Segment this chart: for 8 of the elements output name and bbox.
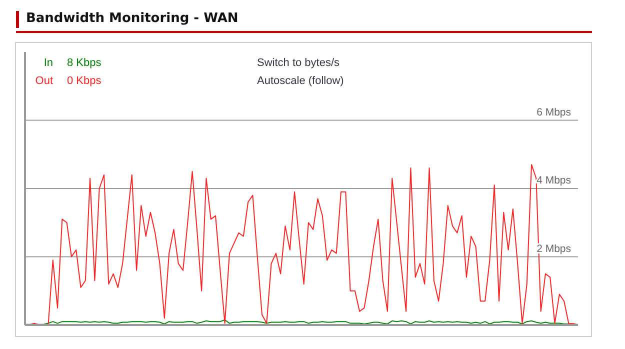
chart-title: Bandwidth Monitoring - WAN	[26, 11, 238, 26]
annotation: 8 Kbps	[67, 56, 102, 71]
annotation: 0 Kbps	[67, 74, 102, 89]
annotation: Switch to bytes/s	[257, 56, 341, 71]
text: Out	[34, 74, 53, 89]
text: In	[42, 56, 53, 71]
y-tick-label: 6 Mbps	[536, 106, 571, 118]
annotation: Autoscale (follow)	[257, 74, 344, 89]
